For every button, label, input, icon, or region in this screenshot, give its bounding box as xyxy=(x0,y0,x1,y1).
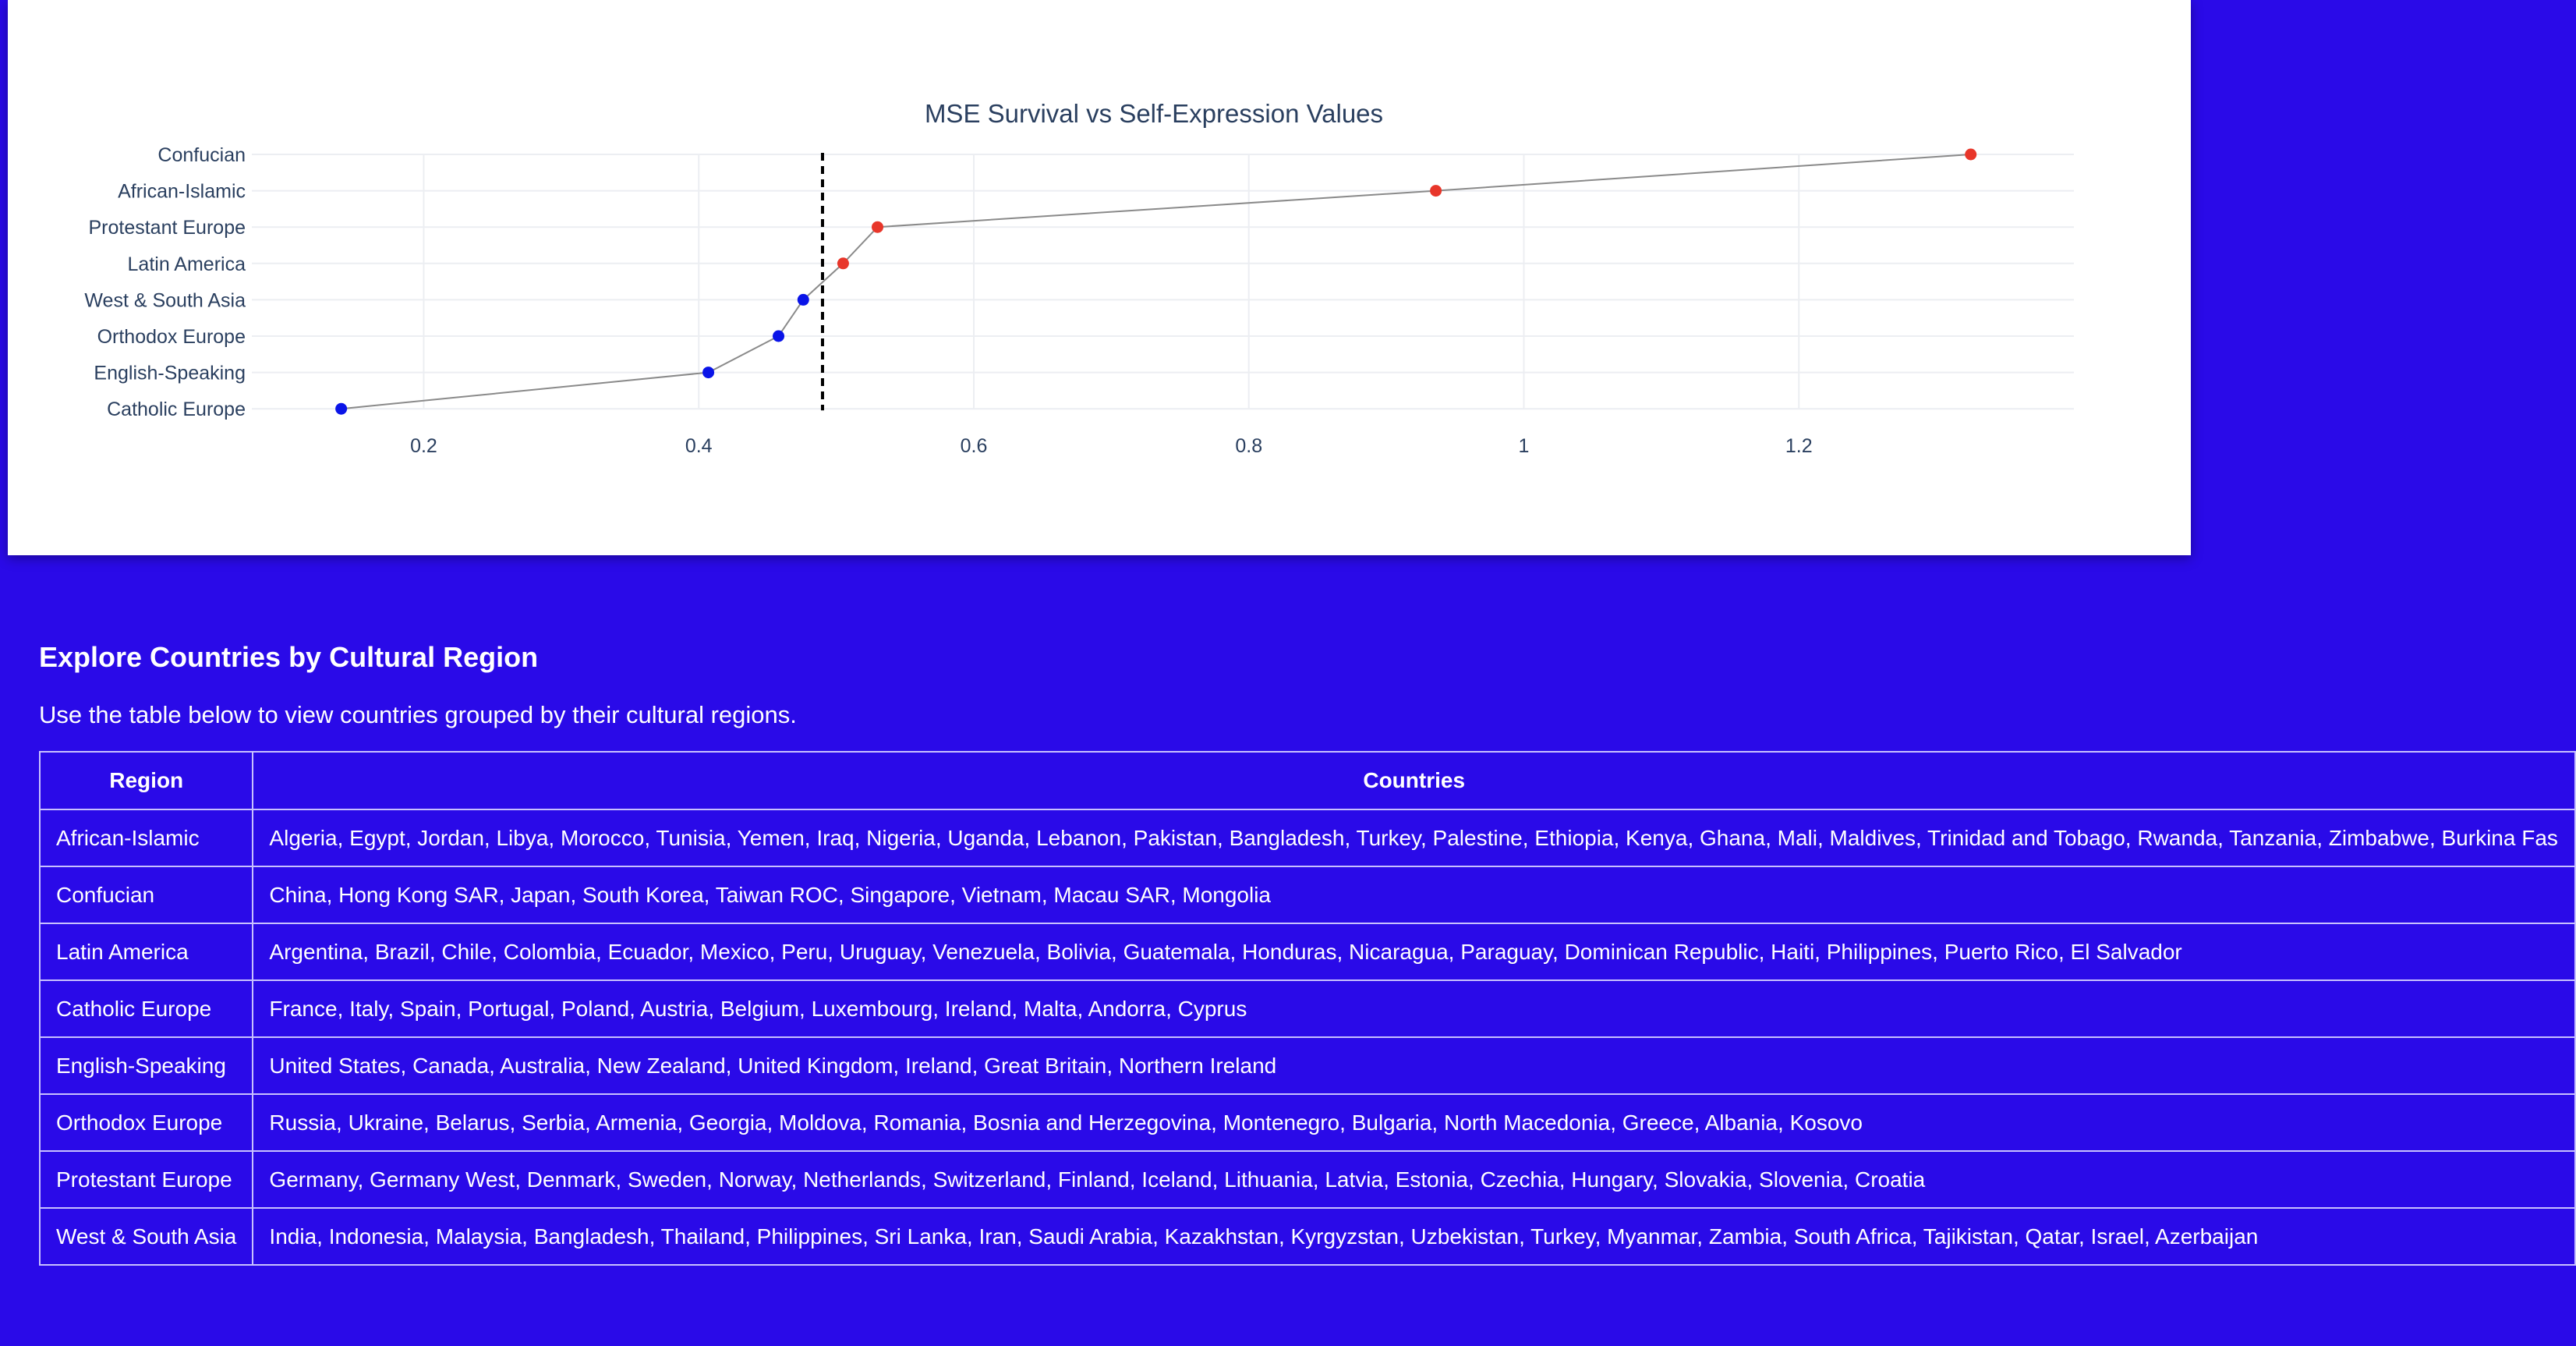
x-tick-label: 0.6 xyxy=(961,435,988,457)
y-tick-label: Latin America xyxy=(128,253,246,275)
region-cell: English-Speaking xyxy=(38,1036,254,1096)
regions-table: Region Countries African-Islamic Algeria,… xyxy=(38,751,2576,1266)
line-layer xyxy=(341,153,1971,411)
region-cell: African-Islamic xyxy=(38,809,254,868)
y-tick-label: Protestant Europe xyxy=(88,217,246,239)
region-cell: Catholic Europe xyxy=(38,979,254,1039)
y-tick-label: Confucian xyxy=(157,144,246,166)
countries-cell: China, Hong Kong SAR, Japan, South Korea… xyxy=(252,866,2576,925)
mse-chart[interactable]: MSE Survival vs Self-Expression Values C… xyxy=(8,0,2191,555)
table-row[interactable]: West & South Asia India, Indonesia, Malay… xyxy=(38,1207,2576,1266)
y-tick-label: African-Islamic xyxy=(118,181,246,203)
countries-cell: France, Italy, Spain, Portugal, Poland, … xyxy=(252,979,2576,1039)
region-cell: Orthodox Europe xyxy=(38,1093,254,1153)
table-row[interactable]: African-Islamic Algeria, Egypt, Jordan, L… xyxy=(38,809,2576,868)
countries-cell: Germany, Germany West, Denmark, Sweden, … xyxy=(252,1150,2576,1210)
region-cell: Latin America xyxy=(38,923,254,982)
section-title: Explore Countries by Cultural Region xyxy=(39,641,539,673)
y-tick-label: West & South Asia xyxy=(84,289,246,311)
x-tick-label: 1 xyxy=(1519,435,1530,457)
table-header-row: Region Countries xyxy=(38,751,2576,811)
table-row[interactable]: Catholic Europe France, Italy, Spain, Por… xyxy=(38,979,2576,1039)
y-tick-label: Catholic Europe xyxy=(107,398,246,420)
chart-card: MSE Survival vs Self-Expression Values C… xyxy=(8,0,2191,555)
data-point xyxy=(773,330,785,342)
chart-title: MSE Survival vs Self-Expression Values xyxy=(925,99,1383,128)
data-point xyxy=(335,402,348,415)
x-tick-label: 0.2 xyxy=(410,435,437,457)
region-cell: Protestant Europe xyxy=(38,1150,254,1210)
countries-cell: Algeria, Egypt, Jordan, Libya, Morocco, … xyxy=(252,809,2576,868)
section-description: Use the table below to view countries gr… xyxy=(39,700,797,728)
y-tick-label: English-Speaking xyxy=(94,363,246,384)
axis-layer: Confucian African-Islamic Protestant Europ… xyxy=(84,144,1812,457)
data-point xyxy=(797,293,809,306)
data-point xyxy=(872,221,884,233)
table-row[interactable]: Protestant Europe Germany, Germany West, … xyxy=(38,1150,2576,1210)
table-row[interactable]: Orthodox Europe Russia, Ukraine, Belarus,… xyxy=(38,1093,2576,1153)
marker-layer xyxy=(335,148,1977,415)
countries-cell: India, Indonesia, Malaysia, Bangladesh, … xyxy=(252,1207,2576,1266)
region-explorer-section: Explore Countries by Cultural Region Use… xyxy=(38,639,2576,1266)
table-body: African-Islamic Algeria, Egypt, Jordan, L… xyxy=(38,809,2576,1266)
data-point xyxy=(1430,185,1442,197)
data-point xyxy=(702,367,715,379)
x-tick-label: 0.4 xyxy=(685,435,713,457)
table-row[interactable]: Latin America Argentina, Brazil, Chile, C… xyxy=(38,923,2576,982)
series-line xyxy=(341,154,1971,410)
table-row[interactable]: Confucian China, Hong Kong SAR, Japan, So… xyxy=(38,866,2576,925)
x-tick-label: 1.2 xyxy=(1785,435,1813,457)
data-point xyxy=(1965,148,1977,161)
table-row[interactable]: English-Speaking United States, Canada, A… xyxy=(38,1036,2576,1096)
grid-layer xyxy=(252,154,2074,410)
data-point xyxy=(837,257,849,270)
region-cell: West & South Asia xyxy=(38,1207,254,1266)
y-tick-label: Orthodox Europe xyxy=(97,326,246,348)
column-header-countries[interactable]: Countries xyxy=(252,751,2576,811)
countries-cell: Argentina, Brazil, Chile, Colombia, Ecua… xyxy=(252,923,2576,982)
x-tick-label: 0.8 xyxy=(1235,435,1262,457)
region-cell: Confucian xyxy=(38,866,254,925)
column-header-region[interactable]: Region xyxy=(38,751,254,811)
countries-cell: United States, Canada, Australia, New Ze… xyxy=(252,1036,2576,1096)
countries-cell: Russia, Ukraine, Belarus, Serbia, Armeni… xyxy=(252,1093,2576,1153)
